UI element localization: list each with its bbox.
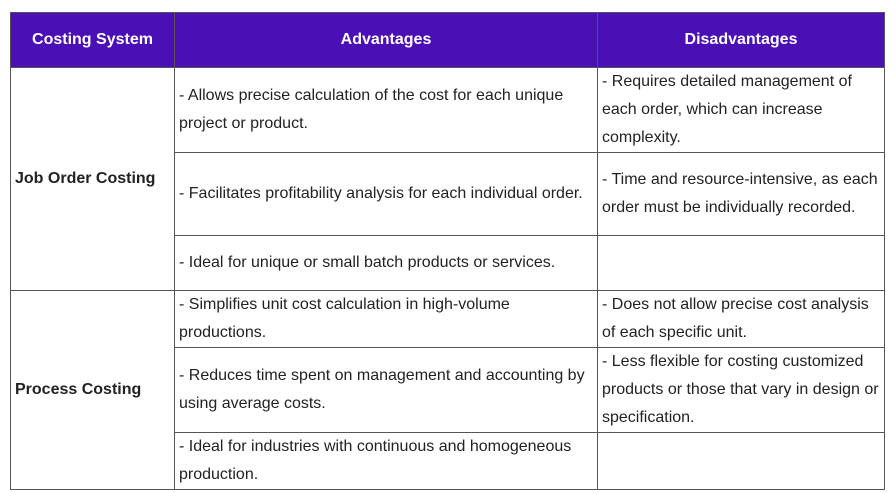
costing-comparison-table: Costing System Advantages Disadvantages … [10,12,885,490]
disadvantage-cell [597,432,885,490]
disadvantage-cell: - Does not allow precise cost analysis o… [597,290,885,348]
table-row: - Facilitates profitability analysis for… [11,152,885,236]
disadvantage-cell: - Requires detailed management of each o… [597,67,885,153]
table-row: - Ideal for unique or small batch produc… [11,235,885,291]
header-advantages: Advantages [174,12,598,68]
advantage-cell: - Allows precise calculation of the cost… [174,67,598,153]
advantage-cell: - Simplifies unit cost calculation in hi… [174,290,598,348]
header-costing-system: Costing System [10,12,175,68]
header-row: Costing System Advantages Disadvantages [10,12,885,68]
system-job-order-costing: Job Order Costing [10,67,175,291]
disadvantage-cell [597,235,885,291]
advantage-cell: - Ideal for industries with continuous a… [174,432,598,490]
table-row: Job Order Costing - Allows precise calcu… [10,67,885,291]
table-row: Process Costing - Simplifies unit cost c… [10,290,885,490]
table-row: - Reduces time spent on management and a… [11,347,885,433]
disadvantage-cell: - Less flexible for costing customized p… [597,347,885,433]
system-process-costing: Process Costing [10,290,175,490]
table-row: - Ideal for industries with continuous a… [11,432,885,490]
advantage-cell: - Ideal for unique or small batch produc… [174,235,598,291]
disadvantage-cell: - Time and resource-intensive, as each o… [597,152,885,236]
header-disadvantages: Disadvantages [597,12,885,68]
advantage-cell: - Facilitates profitability analysis for… [174,152,598,236]
advantage-cell: - Reduces time spent on management and a… [174,347,598,433]
